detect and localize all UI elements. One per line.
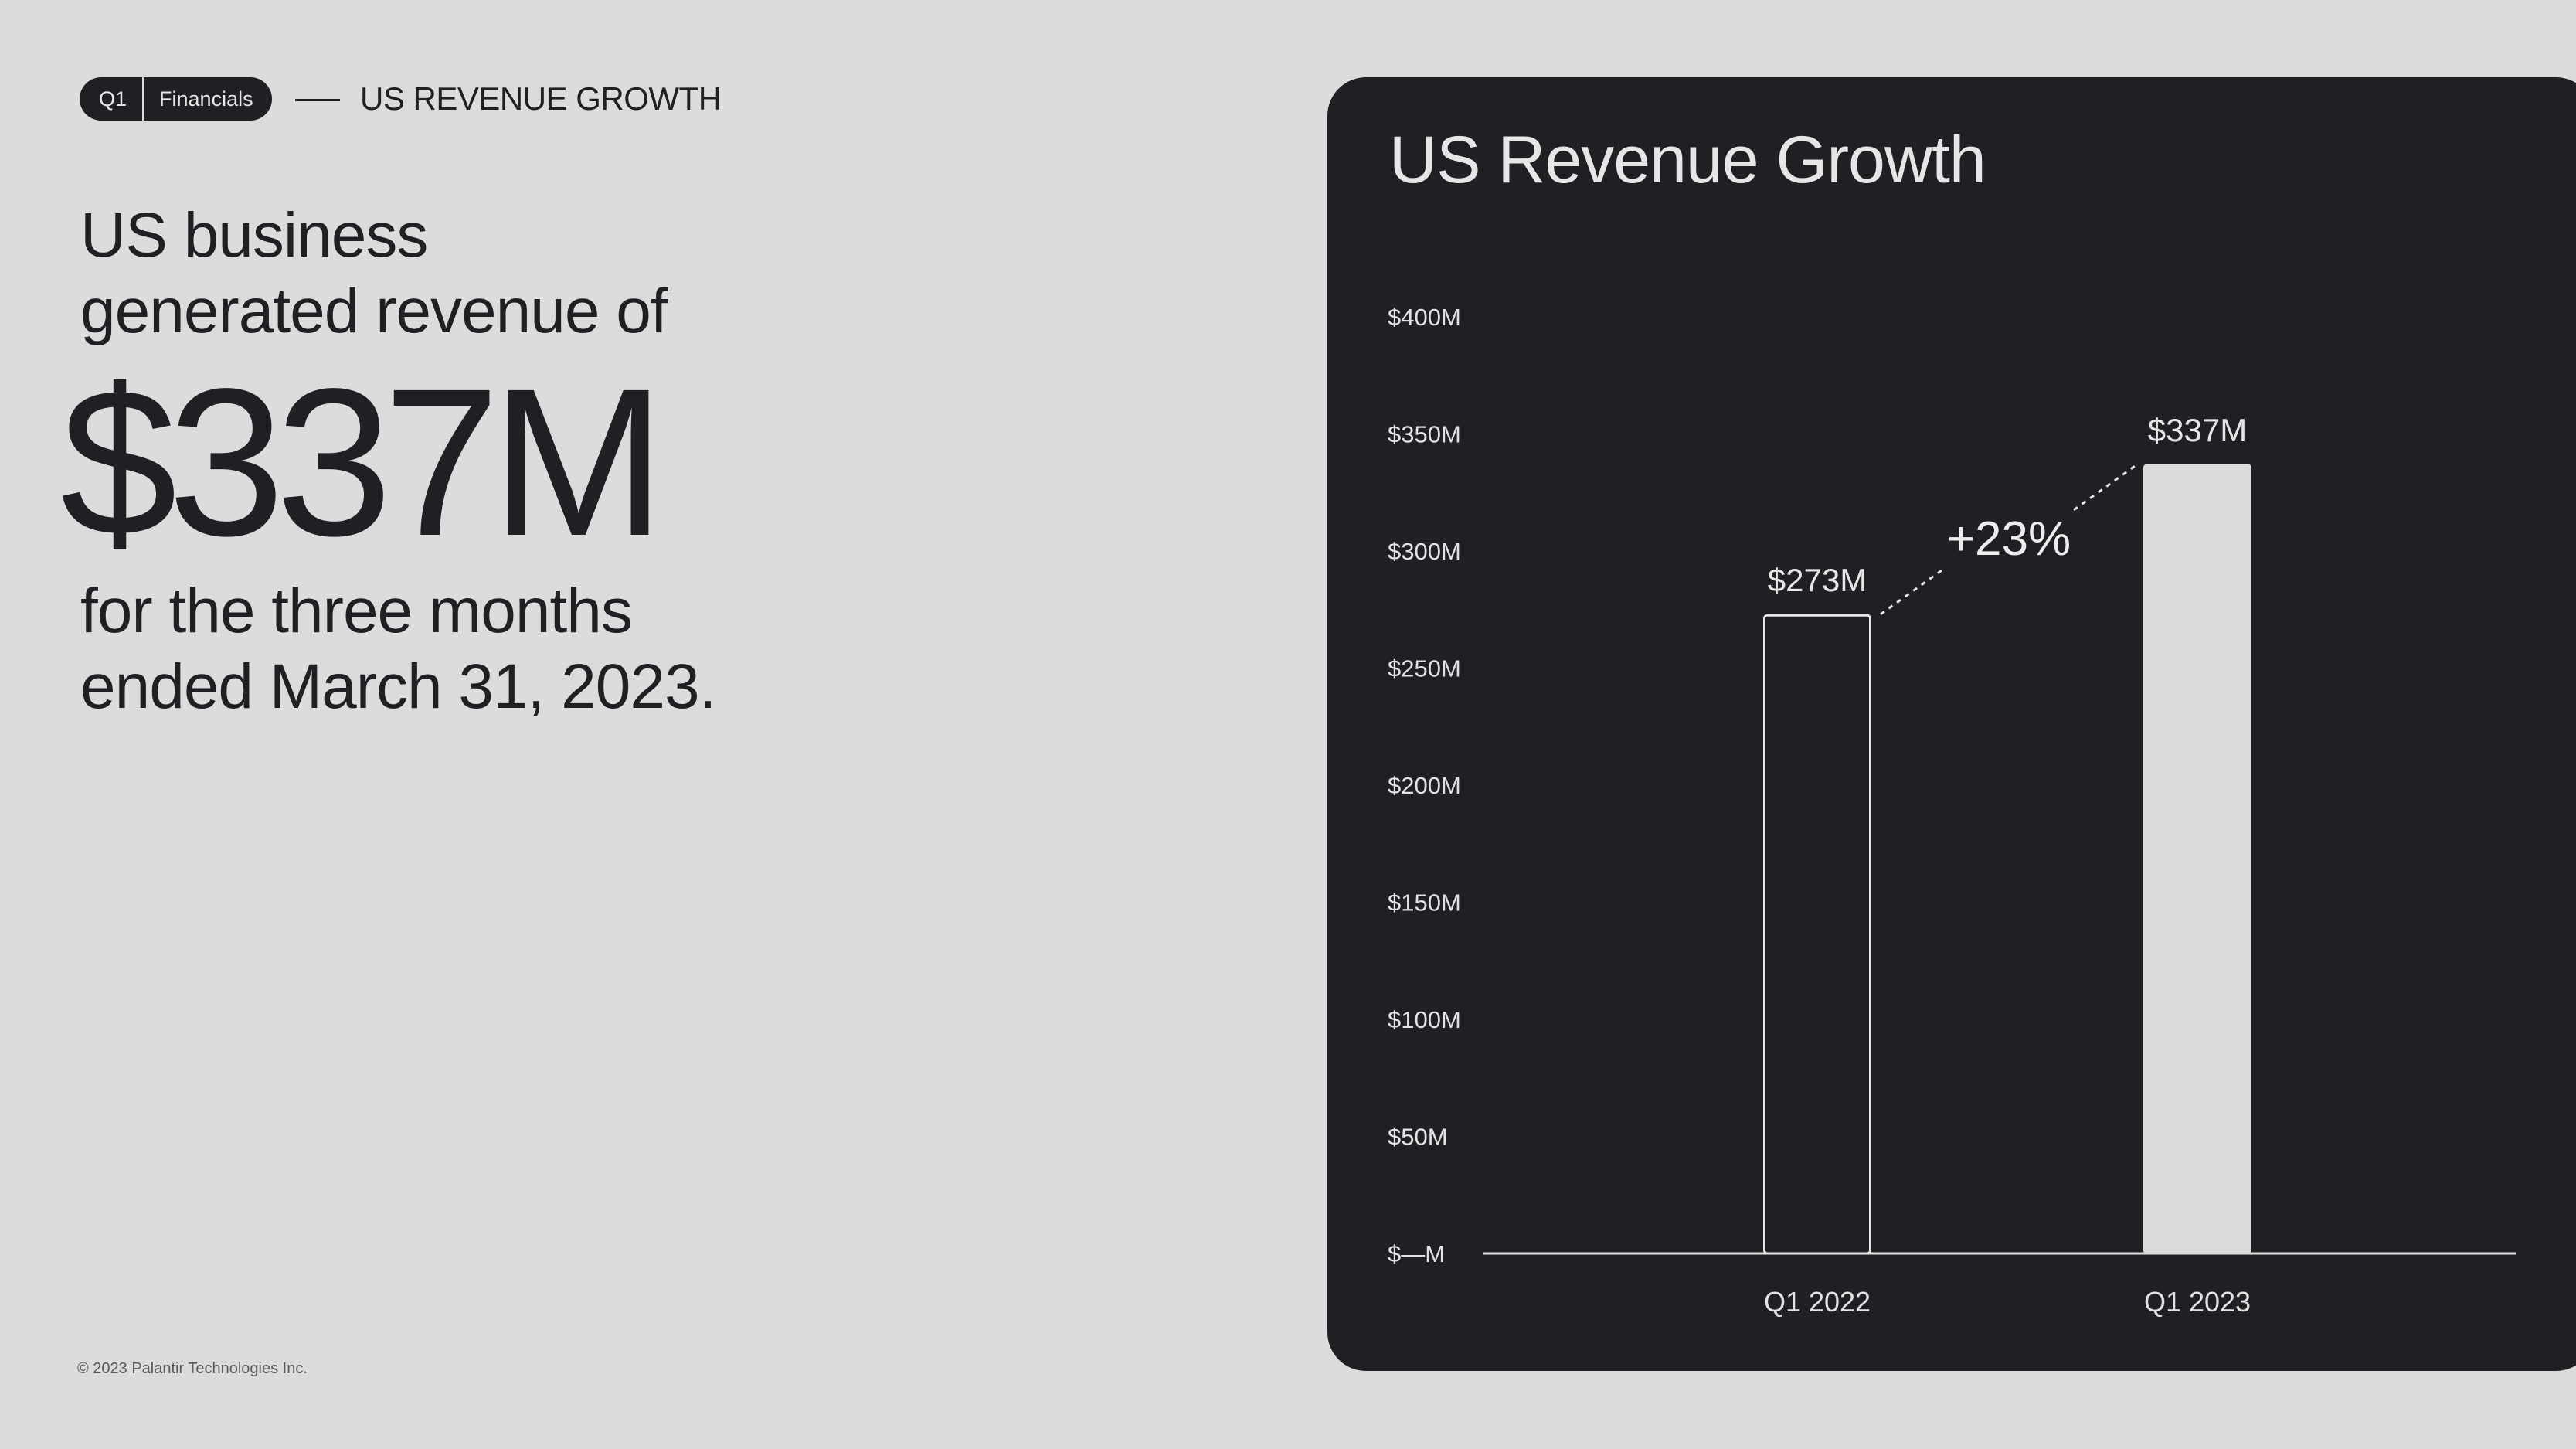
x-tick-label: Q1 2023 [2144, 1286, 2251, 1318]
chart-panel [1327, 77, 2576, 1371]
y-tick-label: $100M [1388, 1006, 1461, 1033]
data-label: $273M [1768, 562, 1867, 598]
headline-intro-line-1: US business [80, 200, 428, 270]
bar [1763, 614, 1871, 1255]
y-tick-label: $250M [1388, 655, 1461, 682]
x-tick-label: Q1 2022 [1764, 1286, 1871, 1318]
headline-intro-line-2: generated revenue of [80, 276, 668, 346]
section-divider [295, 99, 340, 101]
section-badge: Q1 Financials [80, 77, 272, 121]
y-tick-label: $150M [1388, 889, 1461, 917]
headline-amount: $337M [60, 345, 666, 580]
y-tick-label: $—M [1388, 1240, 1445, 1267]
headline-outro-line-2: ended March 31, 2023. [80, 651, 716, 722]
data-label: $337M [2148, 412, 2247, 448]
y-tick-label: $50M [1388, 1124, 1448, 1151]
headline-outro-line-1: for the three months [80, 576, 633, 646]
growth-annotation: +23% [1947, 512, 2071, 566]
revenue-bar-chart: $—M $50M $100M $150M $200M $250M $300M $350M $40… [1388, 304, 2516, 1318]
y-tick-label: $300M [1388, 538, 1461, 565]
section-badge-label: Financials [159, 87, 253, 111]
headline-outro: for the three months ended March 31, 202… [80, 573, 930, 725]
chart-title: US Revenue Growth [1389, 123, 1986, 197]
y-tick-label: $200M [1388, 772, 1461, 799]
growth-connector-line [1880, 567, 1945, 616]
y-tick-label: $350M [1388, 421, 1461, 448]
bar [2143, 464, 2251, 1253]
copyright-notice: © 2023 Palantir Technologies Inc. [77, 1360, 308, 1377]
y-tick-label: $400M [1388, 304, 1461, 331]
growth-connector-line [2073, 463, 2138, 512]
quarter-badge: Q1 [80, 77, 144, 121]
section-title: US REVENUE GROWTH [360, 80, 722, 117]
headline-intro: US business generated revenue of [80, 198, 853, 349]
